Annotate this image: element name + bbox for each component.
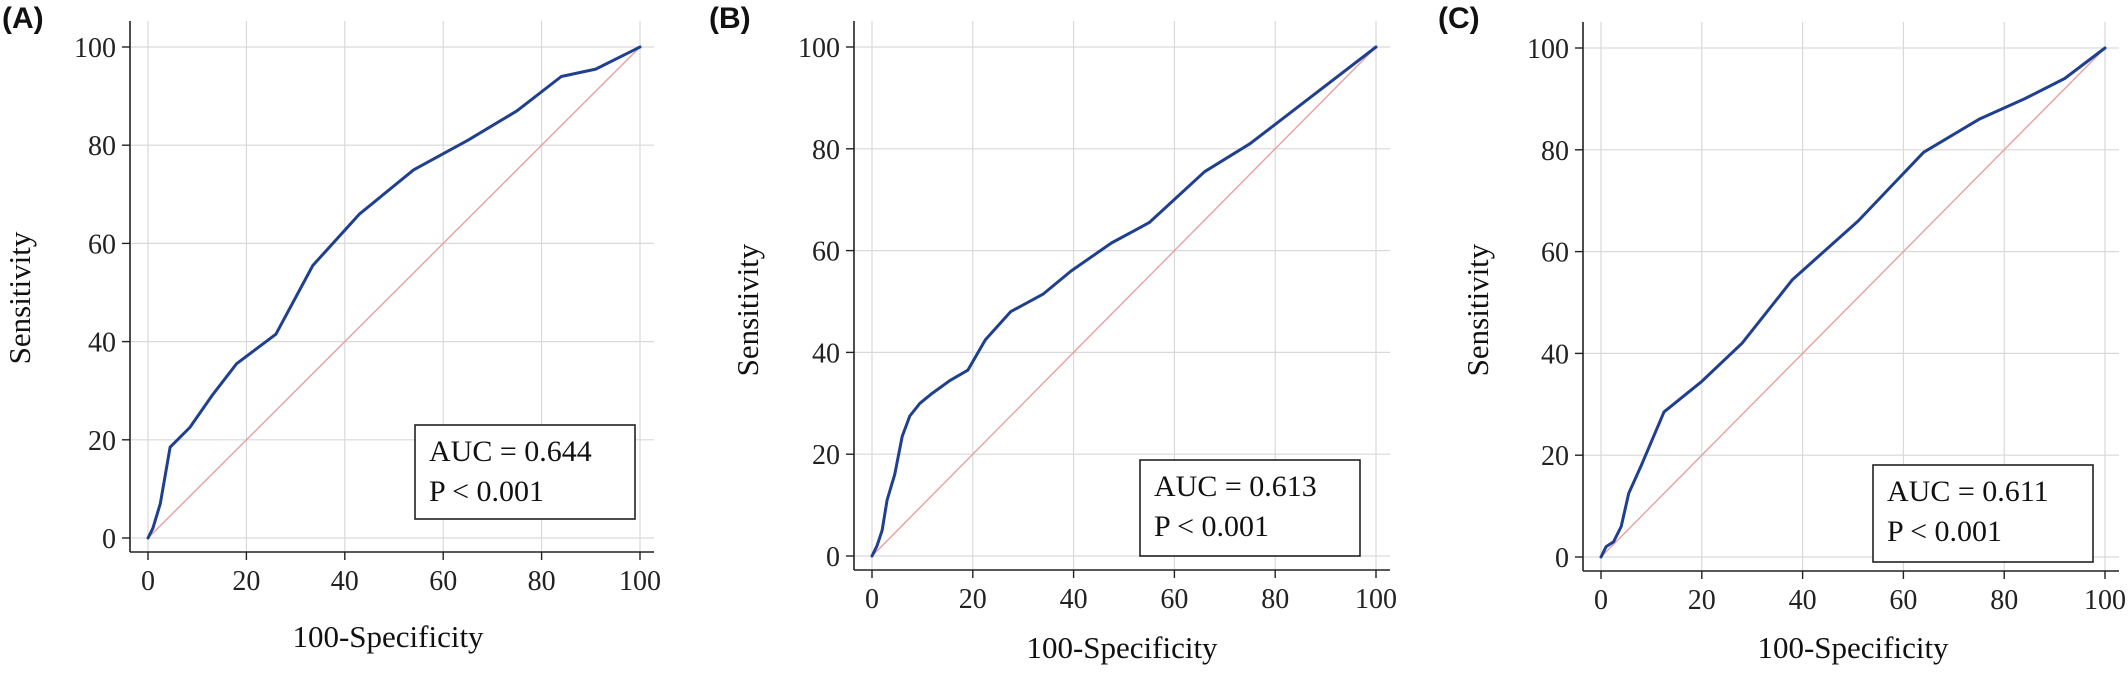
y-tick-label: 40: [812, 338, 840, 369]
roc-curve: [870, 45, 1378, 558]
x-tick-label: 20: [959, 584, 987, 615]
y-axis-title: Sensitivity: [1460, 243, 1495, 376]
x-tick-label: 40: [331, 566, 359, 597]
x-axis-title: 100-Specificity: [1026, 630, 1218, 665]
y-tick-label: 60: [812, 237, 840, 268]
x-tick-label: 60: [1889, 585, 1917, 616]
auc-label: AUC = 0.611: [1887, 475, 2049, 508]
auc-label: AUC = 0.613: [1154, 470, 1317, 503]
annotation-box: [1872, 464, 2094, 563]
annotation-box: [1139, 459, 1361, 557]
panel-label: (C): [1438, 2, 1480, 35]
reference-diagonal: [871, 46, 1377, 557]
x-tick-label: 100: [2084, 585, 2126, 616]
y-axis-title: Sensitivity: [730, 243, 765, 376]
p-value-label: P < 0.001: [1887, 515, 2002, 548]
annotation-box: [414, 424, 636, 520]
roc-panel-2: (B) 0 20 40 60 80 100 0 20 40 60 80 100 100-Specifici…: [709, 2, 1397, 665]
y-tick-label: 20: [88, 426, 116, 457]
x-tick-label: 60: [1160, 584, 1188, 615]
y-tick-label: 80: [88, 131, 116, 162]
x-tick-label: 60: [429, 566, 457, 597]
y-tick-label: 60: [1541, 238, 1569, 269]
x-axis-title: 100-Specificity: [292, 619, 484, 654]
roc-curve: [1599, 46, 2107, 559]
auc-label: AUC = 0.644: [429, 435, 592, 468]
y-axis-title: Sensitivity: [2, 231, 37, 364]
roc-curve: [146, 45, 642, 540]
y-tick-label: 60: [88, 229, 116, 260]
y-tick-label: 0: [102, 524, 116, 555]
panel-label: (B): [709, 2, 751, 35]
x-tick-label: 80: [1261, 584, 1289, 615]
y-tick-label: 80: [812, 135, 840, 166]
p-value-label: P < 0.001: [429, 475, 544, 508]
y-tick-label: 40: [88, 328, 116, 359]
reference-diagonal: [147, 46, 641, 539]
roc-panel-1: (A) 0 20 40 60 80 100 0 20 40 60 80 100 100-Specifici…: [2, 2, 661, 654]
y-tick-label: 0: [826, 542, 840, 573]
x-tick-label: 80: [1990, 585, 2018, 616]
y-tick-label: 100: [1527, 34, 1569, 65]
x-tick-label: 0: [865, 584, 879, 615]
panel-label: (A): [2, 2, 44, 35]
roc-panel-3: (C) 0 20 40 60 80 100 0 20 40 60 80 100 100-Specifici…: [1438, 2, 2126, 665]
y-tick-label: 20: [812, 440, 840, 471]
x-tick-label: 100: [1355, 584, 1397, 615]
x-tick-label: 0: [1594, 585, 1608, 616]
y-tick-label: 40: [1541, 339, 1569, 370]
x-tick-label: 40: [1789, 585, 1817, 616]
x-tick-label: 80: [528, 566, 556, 597]
y-tick-label: 20: [1541, 441, 1569, 472]
y-tick-label: 100: [798, 33, 840, 64]
x-tick-label: 0: [141, 566, 155, 597]
y-tick-label: 100: [74, 33, 116, 64]
x-axis-title: 100-Specificity: [1757, 630, 1949, 665]
reference-diagonal: [1600, 47, 2106, 558]
y-tick-label: 0: [1555, 543, 1569, 574]
x-tick-label: 100: [619, 566, 661, 597]
x-tick-label: 20: [1688, 585, 1716, 616]
x-tick-label: 20: [232, 566, 260, 597]
p-value-label: P < 0.001: [1154, 510, 1269, 543]
x-tick-label: 40: [1060, 584, 1088, 615]
y-tick-label: 80: [1541, 136, 1569, 167]
